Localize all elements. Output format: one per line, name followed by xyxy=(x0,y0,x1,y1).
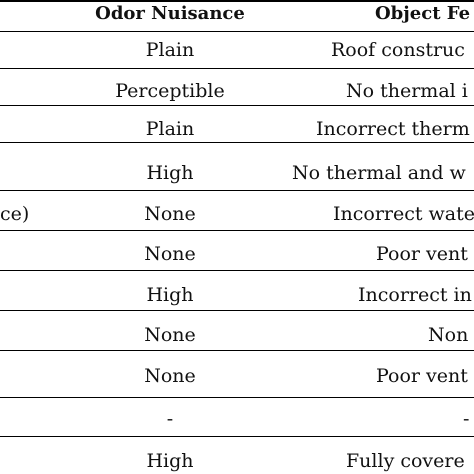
row-rule xyxy=(0,397,474,398)
table-cell-object: Incorrect wate xyxy=(333,203,474,225)
table-cell-object: Incorrect therm xyxy=(316,118,470,140)
row-rule xyxy=(0,350,474,351)
table-cell-odor: Plain xyxy=(145,39,195,61)
table-cell-object: Roof construc xyxy=(331,39,465,61)
table-cell-object: Poor vent xyxy=(376,365,468,387)
table-cell-odor: None xyxy=(144,324,196,346)
header-object-features: Object Fe xyxy=(375,3,471,24)
table-cell-odor: None xyxy=(144,243,196,265)
table-top-rule xyxy=(0,0,474,2)
table-cell-odor: None xyxy=(144,203,196,225)
table-cell-odor: Plain xyxy=(145,118,195,140)
row-rule xyxy=(0,142,474,143)
table-cell-odor: None xyxy=(144,365,196,387)
table-cell-object: No thermal i xyxy=(346,80,468,102)
row-rule xyxy=(0,270,474,271)
header-odor-nuisance: Odor Nuisance xyxy=(95,3,245,24)
row-rule xyxy=(0,310,474,311)
row-rule xyxy=(0,230,474,231)
table-cell-odor: - xyxy=(166,408,174,430)
row-rule xyxy=(0,436,474,437)
table-cell-odor: Perceptible xyxy=(115,80,225,102)
table-cell-odor: High xyxy=(146,162,194,184)
row-rule xyxy=(0,68,474,69)
header-rule xyxy=(0,31,474,32)
table-cell-object: - xyxy=(463,408,470,430)
table-cell-object: Non xyxy=(428,324,469,346)
row-rule xyxy=(0,190,474,191)
table-cell-odor: High xyxy=(146,450,194,472)
table-cell-object: Poor vent xyxy=(376,243,468,265)
row-rule xyxy=(0,105,474,106)
table-cell-left: ce) xyxy=(0,203,30,225)
table-cell-object: No thermal and w xyxy=(292,162,466,184)
table-cell-odor: High xyxy=(146,284,194,306)
table-cell-object: Fully covere xyxy=(346,450,465,472)
table-cell-object: Incorrect in xyxy=(358,284,472,306)
